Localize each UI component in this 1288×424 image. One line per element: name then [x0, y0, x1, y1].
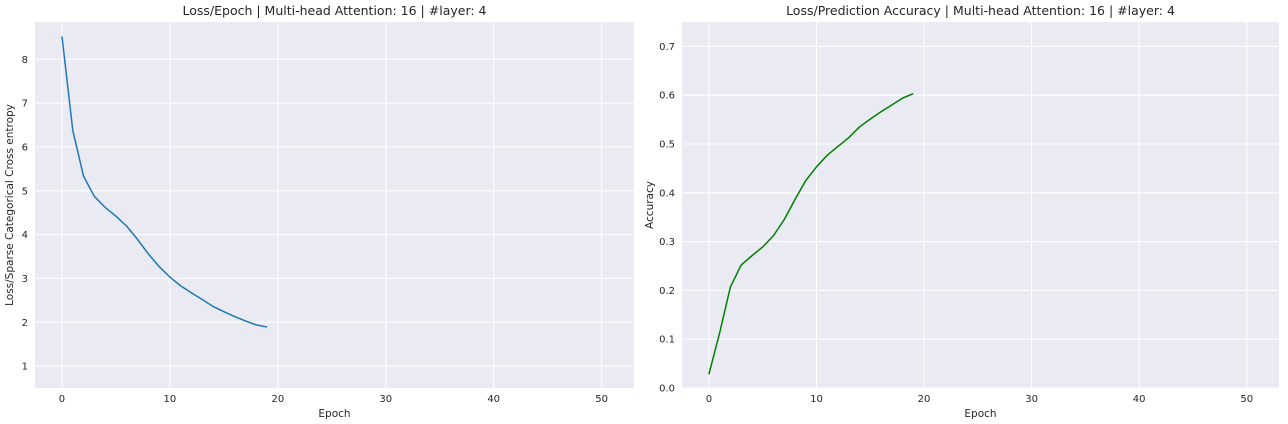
y-axis-label: Accuracy — [644, 181, 656, 229]
x-tick-label: 40 — [487, 394, 500, 405]
series-line — [708, 93, 914, 375]
data-point — [912, 93, 914, 95]
chart-title: Loss/Epoch | Multi-head Attention: 16 | … — [183, 3, 487, 18]
data-point — [794, 199, 796, 201]
data-point — [234, 316, 236, 318]
x-tick-label: 20 — [918, 394, 931, 405]
data-point — [61, 35, 63, 37]
data-point — [848, 137, 850, 139]
x-axis-label: Epoch — [318, 408, 350, 420]
data-point — [169, 276, 171, 278]
data-point — [83, 175, 85, 177]
data-point — [201, 298, 203, 300]
data-point — [223, 311, 225, 313]
data-point — [837, 145, 839, 147]
x-tick-label: 50 — [595, 394, 608, 405]
data-point — [115, 215, 117, 217]
x-tick-label: 0 — [706, 394, 712, 405]
data-point — [869, 118, 871, 120]
x-axis-label: Epoch — [964, 408, 996, 420]
chart-title: Loss/Prediction Accuracy | Multi-head At… — [786, 3, 1175, 18]
y-tick-label: 0.7 — [659, 42, 675, 53]
x-tick-label: 50 — [1240, 394, 1253, 405]
data-point — [902, 97, 904, 99]
plot-area — [682, 22, 1279, 388]
data-point — [751, 255, 753, 257]
y-tick-label: 0.2 — [659, 286, 675, 297]
data-point — [126, 225, 128, 227]
data-point — [772, 235, 774, 237]
y-tick-label: 0.1 — [659, 335, 675, 346]
chart-2: 0 10 20 30 40 50 0.0 0.1 0.2 0.3 0.4 0.5 0.6 0.7 Loss/… — [644, 3, 1279, 420]
y-tick-label: 1 — [22, 362, 28, 373]
data-point — [266, 326, 268, 328]
y-tick-label: 4 — [22, 230, 28, 241]
data-point — [805, 180, 807, 182]
y-tick-label: 2 — [22, 318, 28, 329]
y-tick-label: 0.3 — [659, 237, 675, 248]
y-tick-label: 7 — [22, 99, 28, 110]
data-point — [72, 129, 74, 131]
data-point — [826, 154, 828, 156]
data-point — [180, 285, 182, 287]
data-point — [147, 253, 149, 255]
x-tick-label: 40 — [1133, 394, 1146, 405]
data-point — [244, 320, 246, 322]
x-tick-label: 20 — [271, 394, 284, 405]
y-tick-label: 0.6 — [659, 91, 675, 102]
data-point — [104, 206, 106, 208]
x-tick-label: 30 — [379, 394, 392, 405]
data-point — [891, 104, 893, 106]
data-point — [158, 266, 160, 268]
plot-area — [35, 22, 634, 388]
y-tick-label: 3 — [22, 274, 28, 285]
data-point — [190, 292, 192, 294]
x-tick-label: 10 — [164, 394, 177, 405]
data-point — [137, 238, 139, 240]
data-point — [740, 264, 742, 266]
y-tick-label: 0.5 — [659, 140, 675, 151]
data-point — [762, 246, 764, 248]
data-point — [708, 373, 710, 375]
y-tick-label: 0.0 — [659, 384, 675, 395]
y-tick-label: 8 — [22, 55, 28, 66]
data-point — [880, 111, 882, 113]
data-point — [93, 195, 95, 197]
data-point — [815, 166, 817, 168]
data-point — [783, 219, 785, 221]
y-tick-label: 5 — [22, 186, 28, 197]
series-line — [61, 36, 268, 328]
x-tick-label: 30 — [1025, 394, 1038, 405]
y-tick-label: 6 — [22, 142, 28, 153]
x-tick-label: 0 — [59, 394, 65, 405]
data-point — [729, 286, 731, 288]
x-tick-label: 10 — [810, 394, 823, 405]
y-axis-label: Loss/Sparse Categorical Cross entropy — [4, 104, 16, 306]
data-point — [212, 305, 214, 307]
data-point — [719, 332, 721, 334]
chart-1: 0 10 20 30 40 50 1 2 3 4 5 6 7 8 Loss/Epoch | Multi-he… — [4, 3, 634, 420]
data-point — [255, 324, 257, 326]
data-point — [858, 126, 860, 128]
y-tick-label: 0.4 — [659, 188, 675, 199]
